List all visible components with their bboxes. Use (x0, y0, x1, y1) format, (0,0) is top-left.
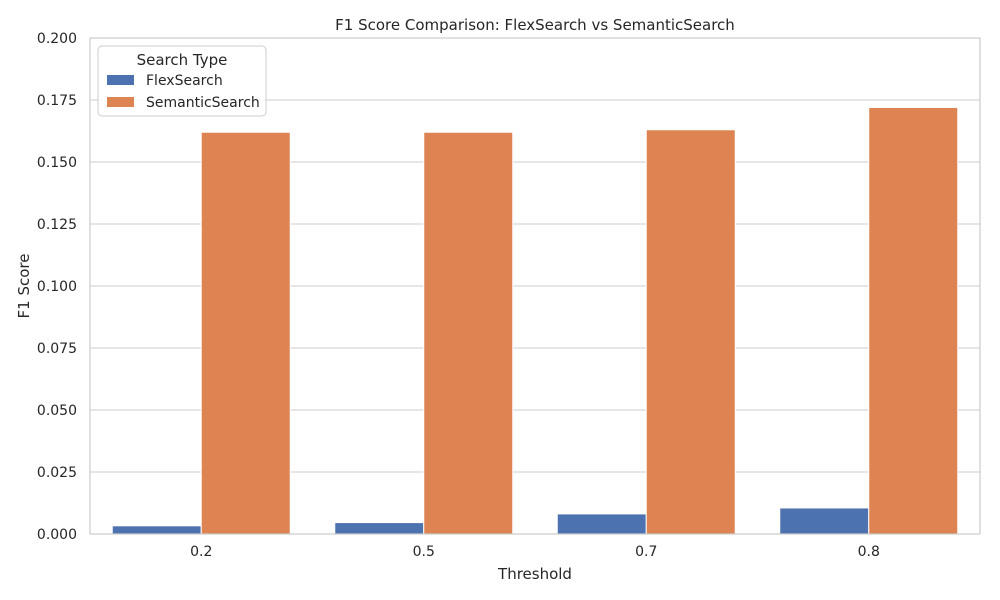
bar-semanticsearch-0.5 (423, 131, 514, 535)
x-tick-label: 0.7 (635, 544, 657, 560)
legend-label-semanticsearch: SemanticSearch (146, 95, 260, 111)
legend-swatch-flexsearch (107, 75, 134, 85)
legend-title: Search Type (137, 51, 228, 69)
y-tick-label: 0.025 (37, 465, 77, 481)
legend-label-flexsearch: FlexSearch (146, 73, 223, 89)
y-tick-label: 0.150 (37, 155, 77, 171)
x-axis-label: Threshold (497, 565, 572, 583)
x-tick-label: 0.2 (190, 544, 212, 560)
y-tick-label: 0.100 (37, 279, 77, 295)
legend-box (97, 45, 267, 117)
y-tick-label: 0.000 (37, 527, 77, 543)
x-tick-label: 0.8 (858, 544, 880, 560)
chart-title: F1 Score Comparison: FlexSearch vs Seman… (335, 16, 735, 34)
x-tick-label: 0.5 (413, 544, 435, 560)
y-tick-label: 0.075 (37, 341, 77, 357)
bar-flexsearch-0.8 (779, 507, 870, 535)
bar-flexsearch-0.2 (111, 525, 202, 535)
bar-flexsearch-0.5 (334, 522, 425, 535)
bar-flexsearch-0.7 (556, 513, 647, 535)
plot-area: 0.000 0.025 0.050 0.075 0.100 0.125 0.150 0.175… (37, 31, 981, 560)
legend: Search Type FlexSearch SemanticSearch (97, 45, 267, 117)
legend-swatch-semanticsearch (107, 97, 134, 107)
plot-frame (89, 37, 981, 535)
y-tick-label: 0.050 (37, 403, 77, 419)
y-axis-label: F1 Score (15, 254, 33, 319)
y-tick-label: 0.125 (37, 217, 77, 233)
bar-semanticsearch-0.2 (200, 131, 291, 535)
bar-semanticsearch-0.7 (645, 129, 736, 535)
y-tick-label: 0.200 (37, 31, 77, 47)
bar-semanticsearch-0.8 (868, 106, 959, 535)
y-tick-label: 0.175 (37, 93, 77, 109)
